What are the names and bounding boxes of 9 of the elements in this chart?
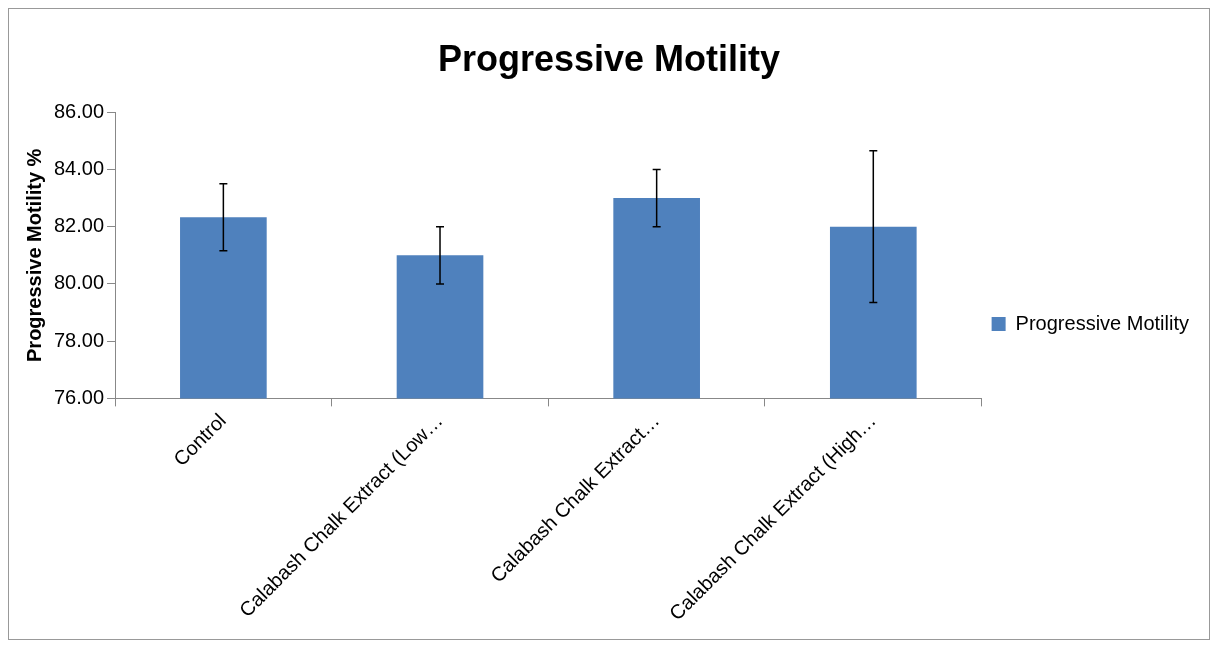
y-tick-label: 76.00 <box>53 385 105 408</box>
y-axis-title: Progressive Motility % <box>22 148 45 362</box>
y-tick-label: 84.00 <box>53 156 105 179</box>
chart-title: Progressive Motility <box>437 37 781 79</box>
y-tick-label: 82.00 <box>53 214 105 237</box>
y-tick-label: 86.00 <box>53 99 105 122</box>
y-tick-label: 80.00 <box>53 271 105 294</box>
y-tick-label: 78.00 <box>53 328 105 351</box>
legend-label: Progressive Motility <box>1015 311 1190 334</box>
